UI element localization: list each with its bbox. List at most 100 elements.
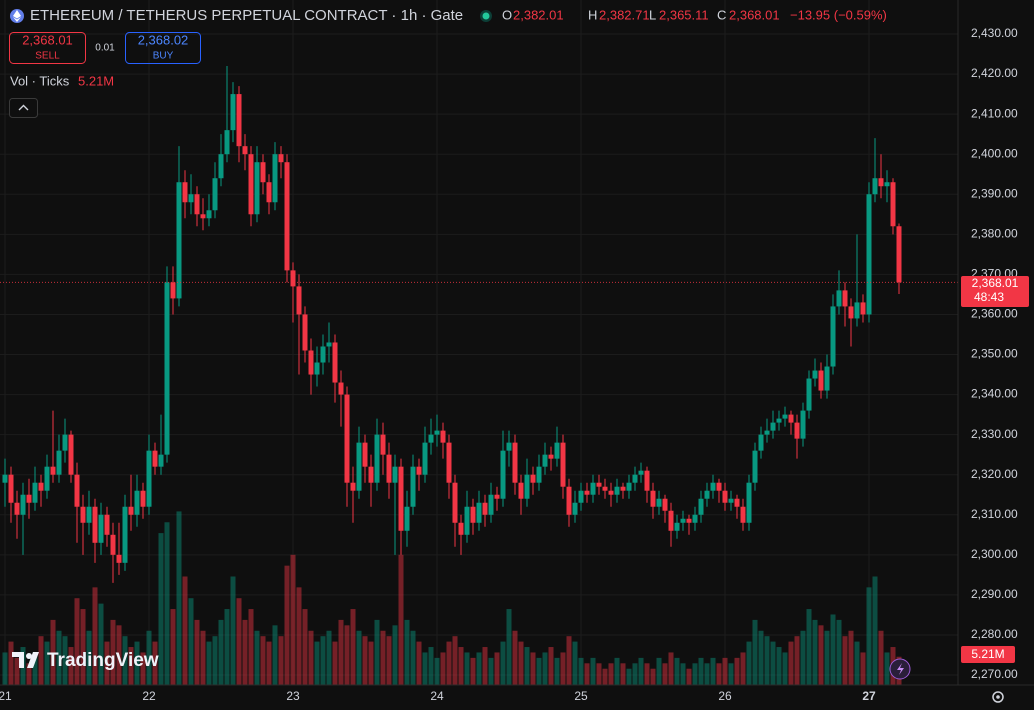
volume-bar (698, 657, 704, 685)
y-tick-label: 2,290.00 (971, 587, 1018, 601)
volume-bar (122, 636, 128, 685)
volume-bar (638, 657, 644, 685)
volume-bar (596, 663, 602, 685)
volume-bar (404, 619, 410, 685)
candle-body (14, 502, 20, 515)
candle-body (242, 146, 248, 155)
candle-body (302, 314, 308, 351)
grid (0, 0, 958, 685)
candle-body (374, 434, 380, 483)
candle-body (98, 514, 104, 543)
candle-body (20, 494, 26, 515)
y-tick-label: 2,400.00 (971, 146, 1018, 160)
candle-body (632, 474, 638, 483)
candle-body (746, 482, 752, 523)
volume-title: Vol · Ticks (10, 73, 70, 88)
y-tick-label: 2,410.00 (971, 106, 1018, 120)
candle-body (848, 306, 854, 319)
y-tick-label: 2,270.00 (971, 667, 1018, 681)
price-badge (961, 276, 1029, 307)
candle-body (8, 474, 14, 503)
y-tick-label: 2,350.00 (971, 347, 1018, 361)
volume-bar (230, 576, 236, 685)
candle-body (404, 506, 410, 531)
volume-bar (614, 657, 620, 685)
buy-button[interactable] (125, 32, 201, 64)
candle-body (356, 442, 362, 491)
candle-body (662, 498, 668, 511)
y-tick-label: 2,420.00 (971, 66, 1018, 80)
volume-bar (518, 641, 524, 685)
candle-body (110, 534, 116, 555)
settings-icon-center[interactable] (996, 695, 1000, 699)
volume-bar (314, 641, 320, 685)
volume-bar (26, 663, 32, 685)
candle-body (650, 490, 656, 507)
sell-label[interactable]: SELL (35, 51, 60, 62)
candle-body (524, 474, 530, 499)
volume-bar (398, 554, 404, 685)
candle-body (728, 498, 734, 503)
price-badge-value: 2,368.01 (972, 276, 1019, 290)
collapse-icon[interactable] (18, 104, 29, 111)
volume-bar (860, 652, 866, 685)
buy-label[interactable]: BUY (153, 51, 174, 62)
candle-body (854, 302, 860, 319)
volume-bar (248, 609, 254, 685)
buy-price[interactable]: 2,368.02 (138, 32, 189, 47)
candle-body (740, 506, 746, 523)
volume-bar (764, 636, 770, 685)
candle-body (470, 506, 476, 523)
candle-body (74, 474, 80, 507)
volume-bar (392, 625, 398, 685)
candle-body (344, 394, 350, 483)
volume-bar (668, 652, 674, 685)
candle-body (2, 474, 8, 483)
candle-body (494, 494, 500, 499)
candle-body (440, 430, 446, 443)
candle-body (698, 498, 704, 515)
volume-bar (704, 663, 710, 685)
volume-bar (242, 619, 248, 685)
candle-body (788, 414, 794, 423)
volume-bar (32, 652, 38, 685)
volume-bar (812, 619, 818, 685)
candle-body (104, 514, 110, 535)
candle-body (488, 494, 494, 515)
flash-icon[interactable] (897, 663, 904, 675)
volume-value: 5.21M (78, 73, 114, 88)
candle-body (668, 510, 674, 531)
volume-bar (854, 641, 860, 685)
volume-bar (722, 657, 728, 685)
volume-bar (356, 630, 362, 685)
volume-bar (128, 647, 134, 685)
volume-bar (578, 657, 584, 685)
sell-price[interactable]: 2,368.01 (22, 32, 73, 47)
volume-bar (584, 663, 590, 685)
sell-button[interactable] (9, 32, 86, 64)
candle-body (752, 450, 758, 483)
volume-bar (62, 636, 68, 685)
candle-body (314, 362, 320, 375)
volume-bar (572, 641, 578, 685)
low-label: L (649, 7, 656, 22)
collapse-button[interactable] (9, 98, 38, 118)
candle-body (452, 482, 458, 523)
settings-icon[interactable] (992, 691, 1004, 703)
candle-body (692, 514, 698, 523)
x-tick-label: 21 (0, 689, 12, 703)
candle-body (338, 382, 344, 395)
candle-body (128, 506, 134, 515)
candle-body (80, 506, 86, 523)
candle-body (164, 282, 170, 455)
volume-bar (476, 652, 482, 685)
volume-bar (116, 625, 122, 685)
candle-body (884, 182, 890, 187)
candle-body (278, 154, 284, 163)
candle-body (734, 498, 740, 507)
candle-body (776, 418, 782, 423)
candle-body (422, 442, 428, 475)
volume-bar (554, 657, 560, 685)
volume-bar (446, 641, 452, 685)
